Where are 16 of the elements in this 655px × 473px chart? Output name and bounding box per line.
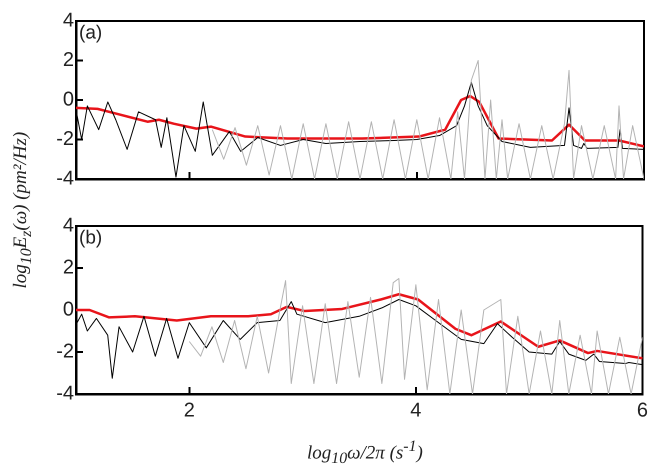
y-tick-label: 2 (62, 49, 74, 72)
annotation: (a) (79, 22, 102, 44)
y-tick-label: -2 (56, 128, 74, 150)
y-tick-label: -2 (56, 340, 74, 363)
x-tick-label: 2 (184, 400, 195, 422)
y-tick-label: 4 (62, 10, 74, 32)
x-axis-title: log$_{10}$ω/2π (s$^{-1}$) (307, 438, 423, 468)
y-tick-label: 2 (62, 256, 74, 279)
y-tick-label: -4 (56, 168, 74, 190)
y-tick-label: 0 (62, 298, 74, 321)
annotation: (b) (79, 228, 102, 249)
y-tick-label: 4 (62, 214, 74, 237)
y-tick-label: 0 (62, 88, 74, 111)
x-tick-label: 4 (410, 400, 422, 422)
x-tick-label: 6 (636, 400, 648, 422)
y-tick-label: -4 (56, 382, 74, 405)
